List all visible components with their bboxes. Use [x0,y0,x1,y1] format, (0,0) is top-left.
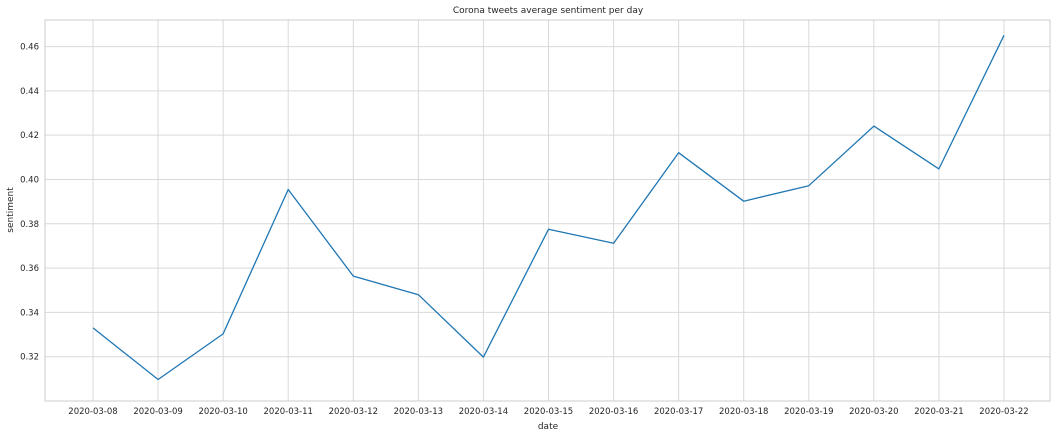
x-tick-label: 2020-03-12 [329,407,378,417]
x-tick-label: 2020-03-14 [459,407,508,417]
x-axis-ticks: 2020-03-08 2020-03-09 2020-03-10 2020-03-11… [68,407,1028,417]
x-tick-label: 2020-03-20 [849,407,898,417]
x-tick-label: 2020-03-15 [524,407,573,417]
x-tick-label: 2020-03-16 [589,407,638,417]
x-tick-label: 2020-03-17 [654,407,703,417]
x-tick-label: 2020-03-21 [914,407,963,417]
y-axis-label: sentiment [6,187,16,233]
y-tick-label: 0.40 [20,175,39,185]
x-tick-label: 2020-03-09 [133,407,182,417]
x-tick-label: 2020-03-11 [264,407,313,417]
chart-title: Corona tweets average sentiment per day [453,6,644,16]
x-tick-label: 2020-03-10 [198,407,247,417]
x-tick-label: 2020-03-18 [719,407,768,417]
x-tick-label: 2020-03-08 [68,407,117,417]
x-tick-label: 2020-03-22 [979,407,1028,417]
y-tick-label: 0.46 [20,43,39,53]
y-axis-ticks: 0.32 0.34 0.36 0.38 0.40 0.42 0.44 0.46 [20,43,39,363]
x-tick-label: 2020-03-13 [394,407,443,417]
y-tick-label: 0.42 [20,131,39,141]
y-tick-label: 0.44 [20,87,39,97]
plot-frame [45,20,1050,401]
y-tick-label: 0.32 [20,353,39,363]
x-tick-label: 2020-03-19 [784,407,833,417]
y-tick-label: 0.34 [20,308,39,318]
y-tick-label: 0.36 [20,264,39,274]
y-tick-label: 0.38 [20,220,39,230]
x-axis-label: date [538,422,559,432]
grid [45,20,1050,401]
